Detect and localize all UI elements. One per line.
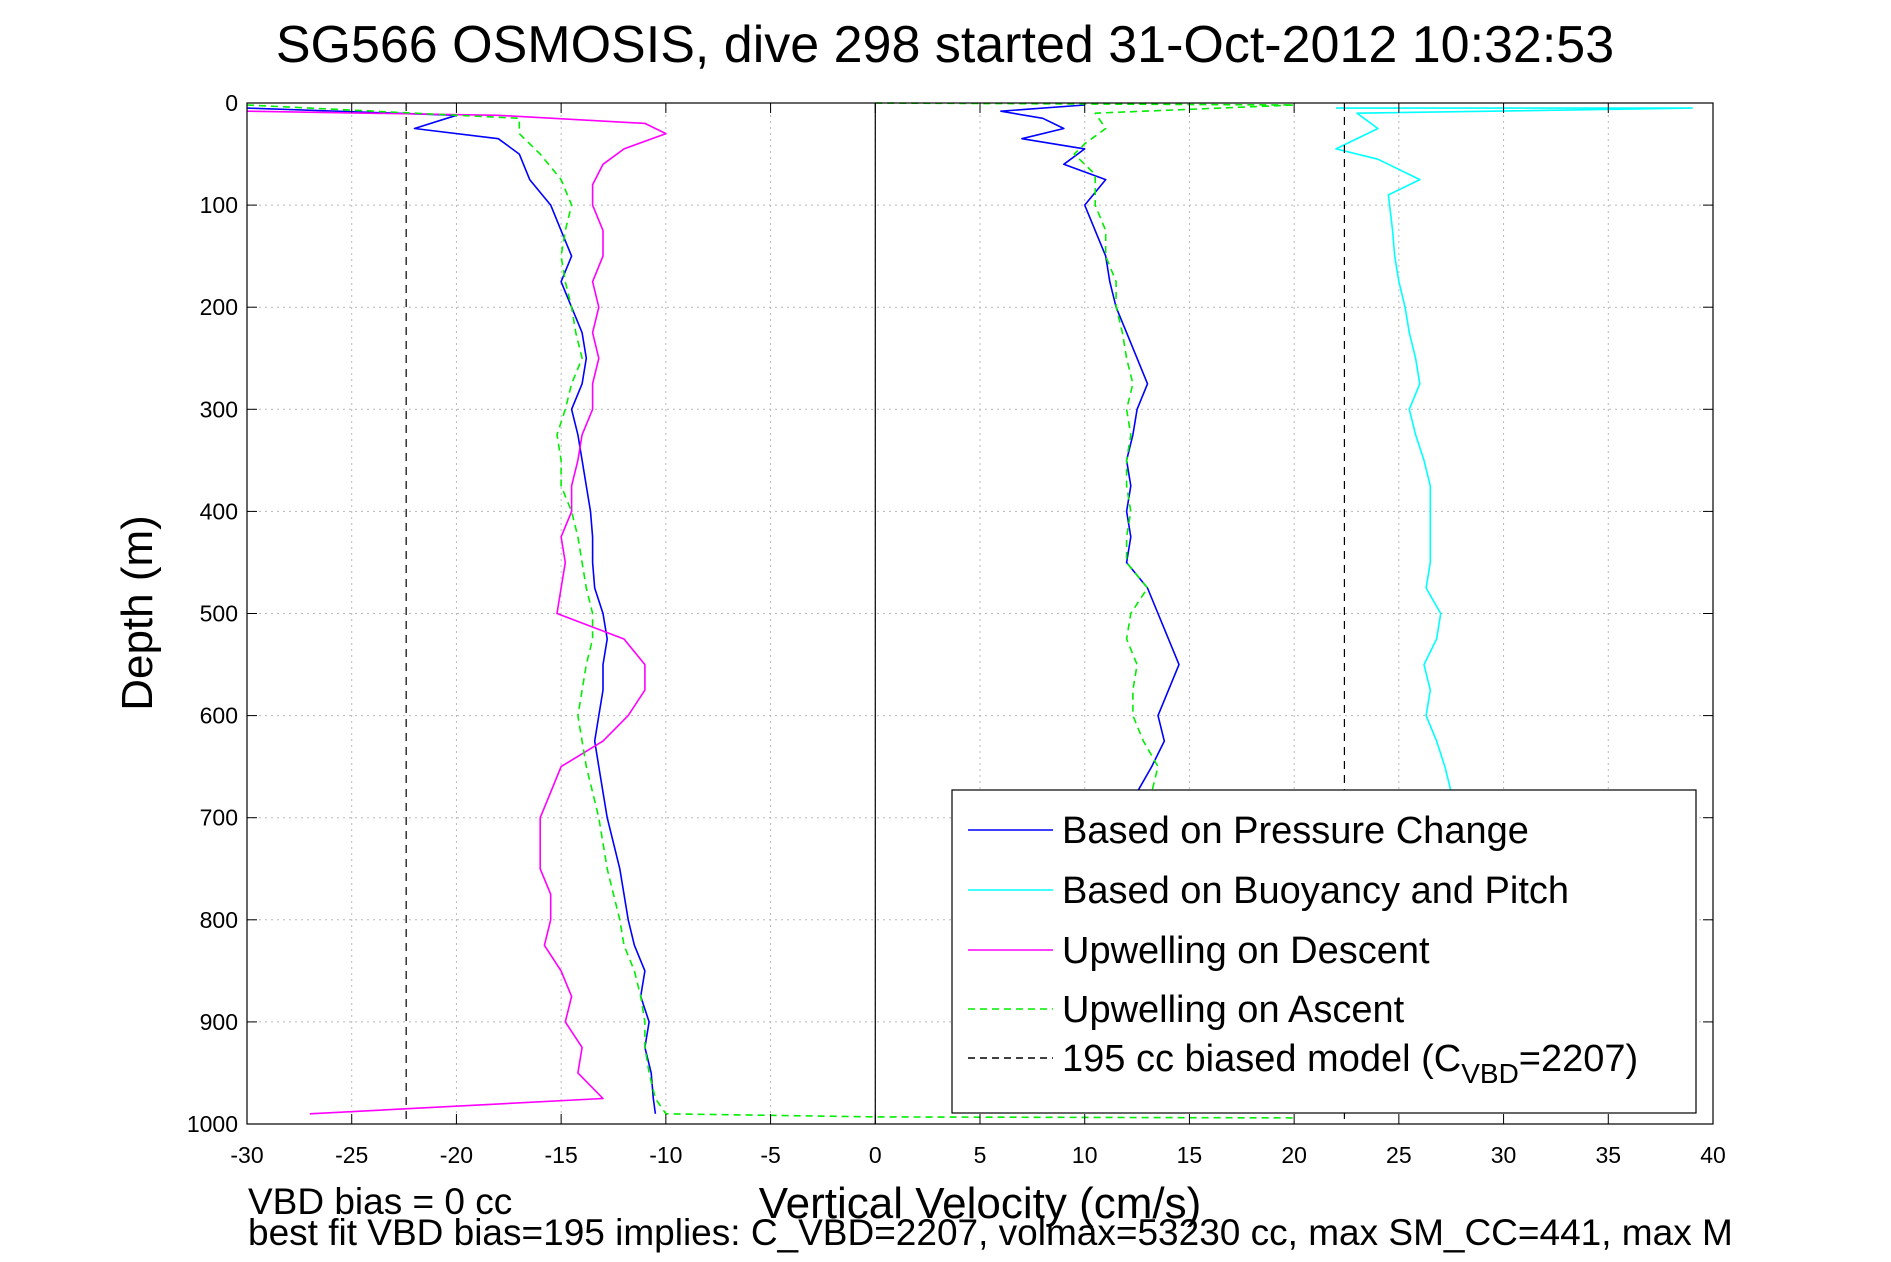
x-tick-label: 20 [1281, 1142, 1307, 1168]
legend-label: Based on Pressure Change [1062, 810, 1529, 852]
y-tick-label: 0 [225, 90, 238, 116]
vbd-bias-note: VBD bias = 0 cc [248, 1181, 513, 1222]
x-tick-label: 15 [1177, 1142, 1203, 1168]
x-tick-label: 5 [974, 1142, 987, 1168]
legend-label: 195 cc biased model (CVBD=2207) [1062, 1038, 1638, 1089]
series-line-3-descent [246, 104, 1295, 1119]
x-tick-label: -5 [760, 1142, 780, 1168]
x-tick-label: 35 [1595, 1142, 1621, 1168]
legend: Based on Pressure Change Based on Buoyanc… [951, 789, 1697, 1114]
legend-box [951, 789, 1697, 1114]
y-tick-label: 100 [200, 192, 238, 218]
x-tick-label: -30 [230, 1142, 263, 1168]
series-line-2 [246, 110, 667, 1115]
x-tick-label: 40 [1700, 1142, 1726, 1168]
y-tick-label: 800 [200, 907, 238, 933]
y-axis-label: Depth (m) [113, 515, 162, 711]
y-tick-label: 900 [200, 1009, 238, 1035]
x-tick-label: -25 [335, 1142, 368, 1168]
y-tick-label: 400 [200, 498, 238, 524]
y-tick-label: 200 [200, 294, 238, 320]
series-line-0-descent [246, 107, 657, 1114]
series-line-1 [1335, 107, 1693, 793]
best-fit-note: best fit VBD bias=195 implies: C_VBD=220… [248, 1212, 1733, 1253]
series-line-0-ascent [1000, 104, 1180, 793]
x-tick-label: -20 [440, 1142, 473, 1168]
x-tick-label: 30 [1491, 1142, 1517, 1168]
y-tick-label: 700 [200, 805, 238, 831]
x-tick-label: 25 [1386, 1142, 1412, 1168]
x-tick-label: -10 [649, 1142, 682, 1168]
y-tick-label: 1000 [187, 1111, 238, 1137]
y-tick-label: 500 [200, 601, 238, 627]
x-tick-label: 10 [1072, 1142, 1098, 1168]
legend-label: Upwelling on Ascent [1062, 989, 1405, 1031]
x-axis-label: Vertical Velocity (cm/s) [759, 1179, 1202, 1228]
y-tick-label: 300 [200, 396, 238, 422]
x-tick-label: 0 [869, 1142, 882, 1168]
x-tick-label: -15 [545, 1142, 578, 1168]
legend-label: Upwelling on Descent [1062, 930, 1430, 972]
legend-label: Based on Buoyancy and Pitch [1062, 870, 1569, 912]
y-tick-label: 600 [200, 703, 238, 729]
chart-title: SG566 OSMOSIS, dive 298 started 31-Oct-2… [276, 16, 1614, 74]
series-line-3-ascent [875, 102, 1295, 793]
